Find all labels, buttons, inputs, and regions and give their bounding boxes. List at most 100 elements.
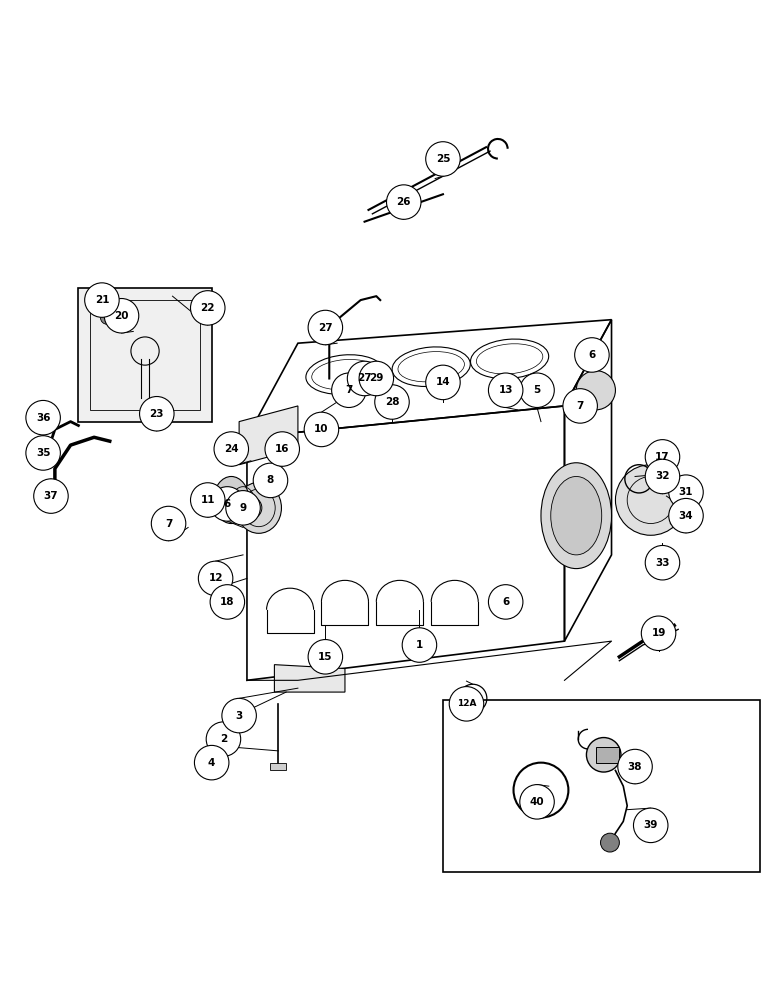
Circle shape bbox=[226, 491, 260, 525]
Text: 12: 12 bbox=[209, 573, 223, 583]
Circle shape bbox=[645, 545, 680, 580]
Text: 21: 21 bbox=[95, 295, 109, 305]
Text: 27: 27 bbox=[358, 373, 372, 383]
Text: 6: 6 bbox=[588, 350, 596, 360]
Text: 19: 19 bbox=[652, 628, 666, 638]
Circle shape bbox=[194, 745, 229, 780]
Text: 5: 5 bbox=[533, 385, 541, 395]
Circle shape bbox=[222, 698, 256, 733]
Circle shape bbox=[210, 585, 245, 619]
Ellipse shape bbox=[236, 482, 281, 533]
Text: 7: 7 bbox=[165, 519, 172, 529]
Polygon shape bbox=[274, 665, 345, 692]
Circle shape bbox=[191, 291, 225, 325]
Text: 14: 14 bbox=[436, 377, 450, 387]
Text: 13: 13 bbox=[499, 385, 513, 395]
Circle shape bbox=[249, 505, 253, 510]
Circle shape bbox=[198, 561, 233, 596]
Circle shape bbox=[265, 432, 299, 466]
Polygon shape bbox=[443, 700, 760, 872]
Circle shape bbox=[563, 389, 597, 423]
Text: 37: 37 bbox=[44, 491, 58, 501]
Circle shape bbox=[375, 385, 409, 419]
Circle shape bbox=[151, 506, 186, 541]
Circle shape bbox=[100, 310, 114, 324]
Ellipse shape bbox=[213, 476, 249, 524]
Text: 1: 1 bbox=[416, 640, 423, 650]
Text: 6: 6 bbox=[502, 597, 510, 607]
Circle shape bbox=[449, 687, 484, 721]
Circle shape bbox=[308, 310, 343, 345]
Text: 6: 6 bbox=[223, 499, 231, 509]
Text: 25: 25 bbox=[436, 154, 450, 164]
Text: 9: 9 bbox=[239, 503, 247, 513]
Text: 7: 7 bbox=[576, 401, 584, 411]
Text: 7: 7 bbox=[345, 385, 353, 395]
Text: 39: 39 bbox=[644, 820, 658, 830]
Circle shape bbox=[210, 487, 245, 521]
Polygon shape bbox=[596, 747, 619, 763]
Circle shape bbox=[618, 749, 652, 784]
Circle shape bbox=[488, 373, 523, 407]
Circle shape bbox=[253, 463, 288, 498]
Text: 26: 26 bbox=[397, 197, 411, 207]
Text: 35: 35 bbox=[36, 448, 50, 458]
Circle shape bbox=[85, 283, 119, 317]
Ellipse shape bbox=[541, 463, 612, 569]
Text: 33: 33 bbox=[655, 558, 670, 568]
Text: 12A: 12A bbox=[457, 699, 476, 708]
Text: 31: 31 bbox=[679, 487, 693, 497]
Circle shape bbox=[520, 785, 554, 819]
Text: 32: 32 bbox=[655, 471, 670, 481]
Polygon shape bbox=[239, 406, 298, 465]
Text: 3: 3 bbox=[235, 711, 243, 721]
Circle shape bbox=[488, 585, 523, 619]
Text: 8: 8 bbox=[267, 475, 274, 485]
Text: 29: 29 bbox=[369, 373, 383, 383]
Circle shape bbox=[601, 833, 619, 852]
Circle shape bbox=[669, 475, 703, 509]
Circle shape bbox=[576, 371, 615, 410]
Circle shape bbox=[140, 397, 174, 431]
Polygon shape bbox=[270, 763, 286, 770]
Circle shape bbox=[633, 808, 668, 843]
Circle shape bbox=[206, 722, 241, 756]
Circle shape bbox=[615, 465, 686, 535]
Circle shape bbox=[669, 498, 703, 533]
Text: 40: 40 bbox=[530, 797, 544, 807]
Text: 11: 11 bbox=[201, 495, 215, 505]
Text: 36: 36 bbox=[36, 413, 50, 423]
Text: 15: 15 bbox=[318, 652, 332, 662]
Ellipse shape bbox=[550, 476, 602, 555]
Text: 22: 22 bbox=[201, 303, 215, 313]
Circle shape bbox=[402, 628, 437, 662]
Text: 18: 18 bbox=[220, 597, 234, 607]
Circle shape bbox=[332, 373, 366, 407]
Circle shape bbox=[26, 400, 60, 435]
Text: 28: 28 bbox=[385, 397, 399, 407]
Text: 2: 2 bbox=[220, 734, 227, 744]
Circle shape bbox=[34, 479, 68, 513]
Circle shape bbox=[304, 412, 339, 447]
Circle shape bbox=[26, 436, 60, 470]
Circle shape bbox=[426, 142, 460, 176]
Circle shape bbox=[426, 365, 460, 400]
Circle shape bbox=[104, 299, 139, 333]
Circle shape bbox=[387, 185, 421, 219]
Text: 23: 23 bbox=[150, 409, 164, 419]
Circle shape bbox=[645, 440, 680, 474]
Polygon shape bbox=[78, 288, 212, 422]
Circle shape bbox=[575, 338, 609, 372]
Circle shape bbox=[520, 373, 554, 407]
Circle shape bbox=[645, 459, 680, 494]
Text: 4: 4 bbox=[208, 758, 216, 768]
Circle shape bbox=[586, 738, 621, 772]
Text: 38: 38 bbox=[628, 762, 642, 772]
Text: 27: 27 bbox=[318, 323, 332, 333]
Text: 17: 17 bbox=[655, 452, 670, 462]
Text: 10: 10 bbox=[314, 424, 328, 434]
Text: 24: 24 bbox=[224, 444, 238, 454]
Text: 16: 16 bbox=[275, 444, 289, 454]
Circle shape bbox=[191, 483, 225, 517]
Text: 34: 34 bbox=[679, 511, 693, 521]
